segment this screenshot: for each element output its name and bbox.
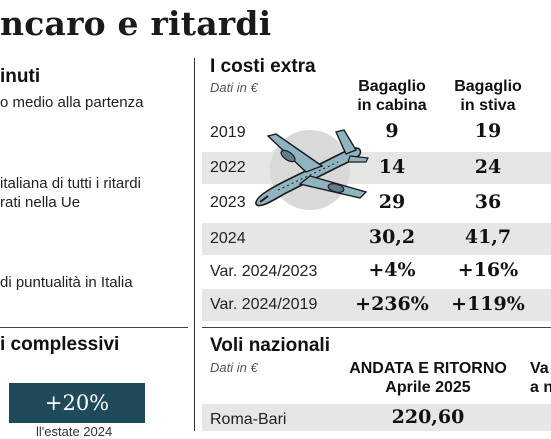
cabin-value: 9: [385, 120, 399, 142]
cabin-bag-header-line1: Bagaglio: [358, 78, 426, 95]
cabin-value: +236%: [355, 293, 429, 315]
cabin-value: +4%: [368, 259, 416, 281]
domestic-flights-note: Dati in €: [210, 360, 258, 375]
left-line-1: o medio alla partenza: [0, 94, 144, 111]
cut-caption: ll'estate 2024: [36, 424, 113, 439]
hold-value: 24: [474, 156, 502, 178]
row-label: Roma-Bari: [210, 411, 287, 428]
cabin-value: 30,2: [368, 226, 416, 248]
right-section-rule: [202, 327, 551, 328]
hold-bag-header: Bagaglio in stiva: [443, 77, 533, 115]
row-shade-var-2019: [202, 289, 551, 321]
left-line-2a: italiana di tutti i ritardi: [0, 175, 141, 192]
left-section2-title: i complessivi: [0, 334, 120, 355]
row-shade-2024: [202, 223, 551, 255]
left-line-2b: rati nella Ue: [0, 194, 81, 211]
hold-value: 41,7: [464, 226, 512, 248]
left-section-rule: [0, 327, 188, 328]
row-label: 2023: [210, 194, 246, 211]
cabin-value: 29: [378, 191, 406, 213]
cut-header: Va a n: [530, 359, 551, 397]
row-label: Var. 2024/2023: [210, 263, 318, 280]
hold-value: +16%: [457, 259, 519, 281]
cabin-bag-header-line2: in cabina: [357, 97, 427, 114]
round-trip-header: ANDATA E RITORNO Aprile 2025: [338, 359, 518, 397]
cut-header-line1: Va: [530, 360, 549, 377]
round-trip-header-line1: ANDATA E RITORNO: [349, 360, 507, 377]
round-trip-header-line2: Aprile 2025: [385, 379, 471, 396]
extra-costs-note: Dati in €: [210, 80, 258, 95]
row-label: 2022: [210, 159, 246, 176]
left-line-3: di puntualità in Italia: [0, 274, 133, 291]
cabin-bag-header: Bagaglio in cabina: [347, 77, 437, 115]
hold-value: 36: [474, 191, 502, 213]
row-label: 2019: [210, 124, 246, 141]
row-shade-2022: [202, 152, 551, 184]
airplane-icon: [255, 129, 369, 210]
row-shade-roma-bari: [202, 404, 551, 431]
cabin-value: 14: [378, 156, 406, 178]
row-label: 2024: [210, 230, 246, 247]
hold-value: 19: [474, 120, 502, 142]
hold-value: +119%: [451, 293, 525, 315]
cut-header-line2: a n: [530, 379, 551, 396]
round-trip-value: 220,60: [391, 406, 465, 428]
column-divider: [194, 58, 195, 431]
increase-box: +20%: [9, 383, 145, 423]
hold-bag-header-line2: in stiva: [460, 97, 516, 114]
row-label: Var. 2024/2019: [210, 296, 318, 313]
left-section-title: inuti: [0, 66, 41, 87]
domestic-flights-title: Voli nazionali: [210, 335, 330, 356]
extra-costs-title: I costi extra: [210, 56, 316, 77]
hold-bag-header-line1: Bagaglio: [454, 78, 522, 95]
headline: ncaro e ritardi: [0, 4, 272, 43]
